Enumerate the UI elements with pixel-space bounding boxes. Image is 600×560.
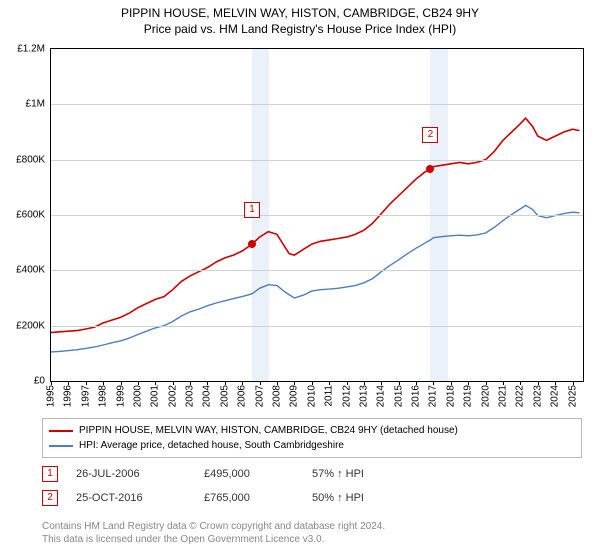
x-tick-label: 2010 [306, 385, 317, 407]
legend-label: PIPPIN HOUSE, MELVIN WAY, HISTON, CAMBRI… [79, 425, 458, 436]
gridline [51, 215, 583, 216]
legend-label: HPI: Average price, detached house, Sout… [79, 440, 344, 451]
x-tick-label: 1997 [80, 385, 91, 407]
x-tick-label: 2005 [219, 385, 230, 407]
x-tick-label: 2001 [150, 385, 161, 407]
x-tick-label: 2025 [567, 385, 578, 407]
title-sub: Price paid vs. HM Land Registry's House … [0, 22, 600, 36]
sale-hpi: 57% ↑ HPI [312, 468, 432, 480]
footer-line: This data is licensed under the Open Gov… [42, 533, 385, 546]
x-tick-label: 2016 [411, 385, 422, 407]
sale-marker-icon: 2 [422, 127, 438, 143]
x-tick-label: 2012 [341, 385, 352, 407]
x-tick-label: 2011 [324, 385, 335, 407]
gridline [51, 160, 583, 161]
series-line-hpi [51, 205, 580, 352]
x-tick-label: 2013 [358, 385, 369, 407]
y-tick-label: £1.2M [17, 44, 45, 55]
sales-row: 2 25-OCT-2016 £765,000 50% ↑ HPI [42, 486, 432, 510]
gridline [51, 104, 583, 105]
sales-row: 1 26-JUL-2006 £495,000 57% ↑ HPI [42, 462, 432, 486]
legend-swatch [49, 445, 73, 447]
legend-row: HPI: Average price, detached house, Sout… [49, 438, 575, 453]
y-tick-label: £800K [16, 154, 45, 165]
titles: PIPPIN HOUSE, MELVIN WAY, HISTON, CAMBRI… [0, 0, 600, 36]
x-tick-label: 2002 [167, 385, 178, 407]
chart-container: PIPPIN HOUSE, MELVIN WAY, HISTON, CAMBRI… [0, 0, 600, 560]
y-tick-label: £1M [26, 99, 45, 110]
x-tick-label: 2021 [498, 385, 509, 407]
sale-marker-icon: 1 [244, 202, 260, 218]
legend-swatch [49, 430, 73, 432]
x-tick-label: 2015 [393, 385, 404, 407]
sale-price: £765,000 [204, 492, 294, 504]
legend: PIPPIN HOUSE, MELVIN WAY, HISTON, CAMBRI… [42, 418, 582, 458]
x-tick-label: 2003 [185, 385, 196, 407]
x-tick-label: 1995 [46, 385, 57, 407]
x-tick-label: 2009 [289, 385, 300, 407]
x-tick-label: 2000 [132, 385, 143, 407]
sale-marker-icon: 2 [42, 490, 58, 506]
x-tick-label: 2004 [202, 385, 213, 407]
y-tick-label: £0 [34, 376, 45, 387]
x-tick-label: 2006 [237, 385, 248, 407]
sales-table: 1 26-JUL-2006 £495,000 57% ↑ HPI 2 25-OC… [42, 462, 432, 510]
x-tick-label: 2007 [254, 385, 265, 407]
x-tick-label: 1998 [98, 385, 109, 407]
x-tick-label: 2008 [272, 385, 283, 407]
x-tick-label: 1996 [63, 385, 74, 407]
legend-row: PIPPIN HOUSE, MELVIN WAY, HISTON, CAMBRI… [49, 423, 575, 438]
plot-area: £0£200K£400K£600K£800K£1M£1.2M1995199619… [50, 48, 584, 382]
x-tick-label: 1999 [115, 385, 126, 407]
y-tick-label: £400K [16, 265, 45, 276]
y-tick-label: £200K [16, 320, 45, 331]
x-tick-label: 2018 [445, 385, 456, 407]
y-tick-label: £600K [16, 210, 45, 221]
sale-dot [248, 240, 256, 248]
sale-date: 25-OCT-2016 [76, 492, 186, 504]
x-tick-label: 2014 [376, 385, 387, 407]
gridline [51, 326, 583, 327]
sale-price: £495,000 [204, 468, 294, 480]
gridline [51, 270, 583, 271]
title-main: PIPPIN HOUSE, MELVIN WAY, HISTON, CAMBRI… [0, 6, 600, 20]
x-tick-label: 2022 [515, 385, 526, 407]
sale-date: 26-JUL-2006 [76, 468, 186, 480]
sale-marker-icon: 1 [42, 466, 58, 482]
sale-hpi: 50% ↑ HPI [312, 492, 432, 504]
sale-dot [426, 165, 434, 173]
series-line-property [51, 118, 580, 332]
x-tick-label: 2024 [550, 385, 561, 407]
footer-line: Contains HM Land Registry data © Crown c… [42, 520, 385, 533]
x-tick-label: 2023 [532, 385, 543, 407]
x-tick-label: 2017 [428, 385, 439, 407]
x-tick-label: 2019 [463, 385, 474, 407]
x-tick-label: 2020 [480, 385, 491, 407]
footer: Contains HM Land Registry data © Crown c… [42, 520, 385, 546]
